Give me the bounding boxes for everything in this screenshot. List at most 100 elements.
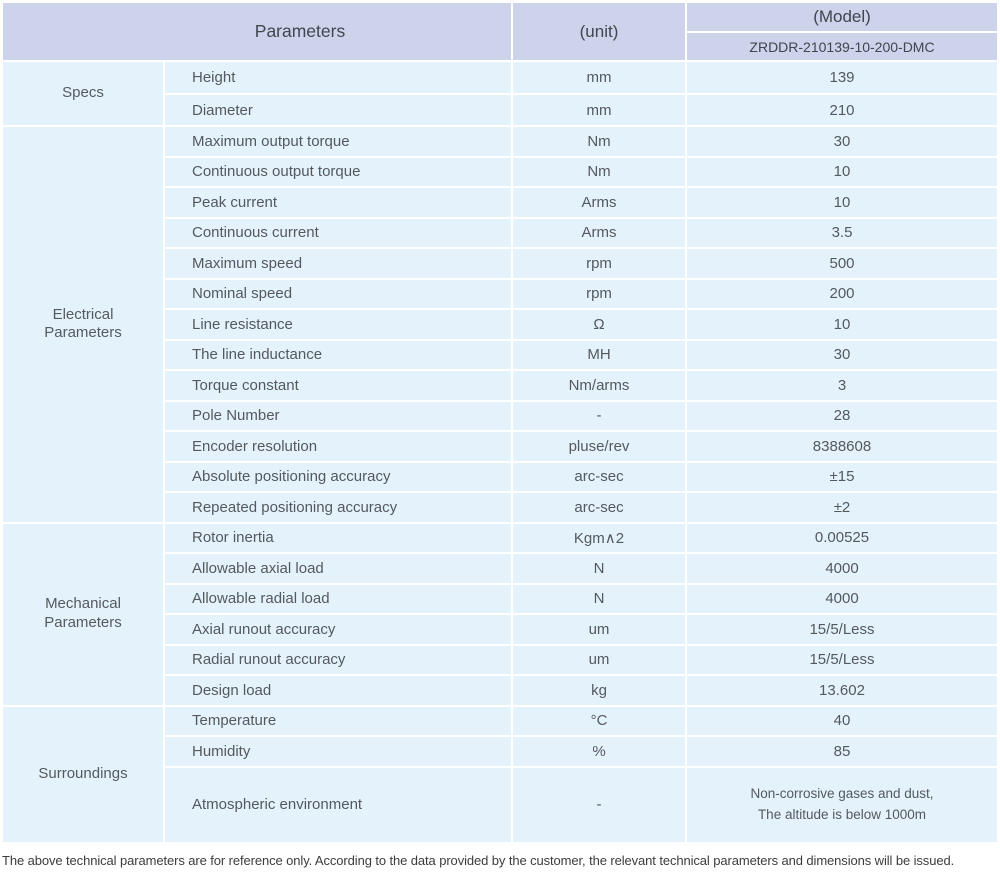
section-electrical-rows: Maximum output torque Nm 30 Continuous o… <box>165 127 997 522</box>
unit-cell: Ω <box>513 310 685 339</box>
value-cell: 30 <box>687 127 997 156</box>
table-row: Line resistance Ω 10 <box>165 310 997 339</box>
value-cell: ±15 <box>687 462 997 491</box>
unit-cell: Arms <box>513 188 685 217</box>
table-row: Axial runout accuracy um 15/5/Less <box>165 615 997 644</box>
param-name-cell: Humidity <box>165 737 511 766</box>
section-electrical: Electrical Parameters Maximum output tor… <box>3 127 997 522</box>
unit-cell: um <box>513 645 685 674</box>
param-name-cell: Continuous current <box>165 218 511 247</box>
unit-cell: % <box>513 737 685 766</box>
table-row: Maximum speed rpm 500 <box>165 249 997 278</box>
table-row: Continuous output torque Nm 10 <box>165 157 997 186</box>
table-row: Design load kg 13.602 <box>165 676 997 705</box>
param-name-cell: Axial runout accuracy <box>165 615 511 644</box>
param-name-cell: Nominal speed <box>165 279 511 308</box>
value-cell: 210 <box>687 95 997 125</box>
unit-cell: °C <box>513 706 685 735</box>
param-name-cell: Peak current <box>165 188 511 217</box>
table-row: Height mm 139 <box>165 62 997 93</box>
value-cell: 30 <box>687 340 997 369</box>
param-name-cell: Atmospheric environment <box>165 767 511 842</box>
category-cell-surroundings: Surroundings <box>3 706 163 842</box>
unit-cell: pluse/rev <box>513 432 685 461</box>
header-parameters: Parameters <box>3 3 511 60</box>
value-cell: 200 <box>687 279 997 308</box>
param-name-cell: Continuous output torque <box>165 157 511 186</box>
unit-cell: Kgm∧2 <box>513 523 685 552</box>
value-cell: 28 <box>687 401 997 430</box>
table-row: Humidity % 85 <box>165 737 997 766</box>
value-cell: 139 <box>687 62 997 93</box>
value-cell: 10 <box>687 310 997 339</box>
value-cell: 4000 <box>687 584 997 613</box>
unit-cell: Nm <box>513 157 685 186</box>
value-cell: 85 <box>687 737 997 766</box>
value-cell: Non-corrosive gases and dust, The altitu… <box>687 767 997 842</box>
table-row: Peak current Arms 10 <box>165 188 997 217</box>
table-row: Continuous current Arms 3.5 <box>165 218 997 247</box>
unit-cell: - <box>513 401 685 430</box>
param-name-cell: Torque constant <box>165 371 511 400</box>
table-row: Pole Number - 28 <box>165 401 997 430</box>
value-cell: 10 <box>687 188 997 217</box>
unit-cell: mm <box>513 62 685 93</box>
param-name-cell: Line resistance <box>165 310 511 339</box>
table-row: Torque constant Nm/arms 3 <box>165 371 997 400</box>
value-cell: 8388608 <box>687 432 997 461</box>
unit-cell: kg <box>513 676 685 705</box>
category-cell-mechanical: Mechanical Parameters <box>3 523 163 705</box>
table-row: Maximum output torque Nm 30 <box>165 127 997 156</box>
section-specs: Specs Height mm 139 Diameter mm 210 <box>3 62 997 125</box>
unit-cell: MH <box>513 340 685 369</box>
value-cell: 500 <box>687 249 997 278</box>
unit-cell: Nm <box>513 127 685 156</box>
param-name-cell: Design load <box>165 676 511 705</box>
param-name-cell: Radial runout accuracy <box>165 645 511 674</box>
unit-cell: arc-sec <box>513 462 685 491</box>
value-cell: 3.5 <box>687 218 997 247</box>
unit-cell: rpm <box>513 279 685 308</box>
section-specs-rows: Height mm 139 Diameter mm 210 <box>165 62 997 125</box>
header-unit: (unit) <box>513 3 685 60</box>
section-surroundings-rows: Temperature °C 40 Humidity % 85 Atmosphe… <box>165 706 997 842</box>
table-row: Nominal speed rpm 200 <box>165 279 997 308</box>
table-row: Repeated positioning accuracy arc-sec ±2 <box>165 493 997 522</box>
table-row: Diameter mm 210 <box>165 95 997 125</box>
param-name-cell: Absolute positioning accuracy <box>165 462 511 491</box>
param-name-cell: Height <box>165 62 511 93</box>
spec-table: Parameters (unit) (Model) ZRDDR-210139-1… <box>3 3 997 842</box>
section-surroundings: Surroundings Temperature °C 40 Humidity … <box>3 706 997 842</box>
table-row: Atmospheric environment - Non-corrosive … <box>165 767 997 842</box>
header-model-group: (Model) ZRDDR-210139-10-200-DMC <box>687 3 997 60</box>
header-model: (Model) <box>687 3 997 31</box>
param-name-cell: Rotor inertia <box>165 523 511 552</box>
footer-note: The above technical parameters are for r… <box>2 852 955 868</box>
unit-cell: arc-sec <box>513 493 685 522</box>
category-cell-specs: Specs <box>3 62 163 125</box>
header-model-number: ZRDDR-210139-10-200-DMC <box>687 33 997 60</box>
section-mechanical: Mechanical Parameters Rotor inertia Kgm∧… <box>3 523 997 705</box>
value-cell: 15/5/Less <box>687 615 997 644</box>
unit-cell: Arms <box>513 218 685 247</box>
param-name-cell: Allowable radial load <box>165 584 511 613</box>
table-header-row: Parameters (unit) (Model) ZRDDR-210139-1… <box>3 3 997 60</box>
unit-cell: Nm/arms <box>513 371 685 400</box>
unit-cell: mm <box>513 95 685 125</box>
unit-cell: rpm <box>513 249 685 278</box>
value-cell: 10 <box>687 157 997 186</box>
param-name-cell: Allowable axial load <box>165 554 511 583</box>
table-row: Absolute positioning accuracy arc-sec ±1… <box>165 462 997 491</box>
param-name-cell: Maximum output torque <box>165 127 511 156</box>
param-name-cell: Repeated positioning accuracy <box>165 493 511 522</box>
table-row: Encoder resolution pluse/rev 8388608 <box>165 432 997 461</box>
table-row: Allowable axial load N 4000 <box>165 554 997 583</box>
category-cell-electrical: Electrical Parameters <box>3 127 163 522</box>
table-row: Radial runout accuracy um 15/5/Less <box>165 645 997 674</box>
value-cell: ±2 <box>687 493 997 522</box>
param-name-cell: Diameter <box>165 95 511 125</box>
value-cell: 4000 <box>687 554 997 583</box>
param-name-cell: Maximum speed <box>165 249 511 278</box>
param-name-cell: Temperature <box>165 706 511 735</box>
value-cell: 15/5/Less <box>687 645 997 674</box>
